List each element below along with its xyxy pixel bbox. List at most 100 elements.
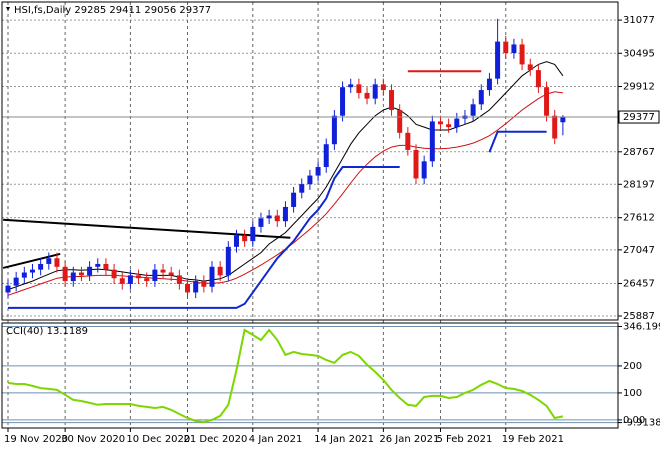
candle-body	[478, 90, 484, 105]
x-tick-label: 26 Jan 2021	[379, 434, 439, 445]
candle-body	[152, 269, 158, 282]
candle-body	[217, 266, 223, 276]
candle-body	[380, 84, 386, 91]
y-tick-label: 31077	[623, 15, 655, 26]
candle-body	[437, 121, 443, 125]
y-tick-label: 30495	[623, 48, 655, 59]
candle-body	[421, 161, 427, 179]
candle-body	[323, 144, 329, 168]
y-tick-label: 200	[623, 361, 642, 372]
candle-body	[21, 272, 27, 278]
y-tick-label: 25887	[623, 311, 655, 322]
indicator-line	[8, 166, 400, 309]
candle-body	[307, 175, 313, 185]
y-tick-label: 26457	[623, 279, 655, 290]
candle-body	[340, 87, 346, 116]
candle-body	[266, 215, 272, 219]
trend-line	[3, 218, 291, 239]
last-price-label: 29377	[623, 112, 655, 123]
candle-body	[258, 218, 264, 227]
candle-body	[274, 215, 280, 222]
y-tick-label: 0.00	[623, 415, 645, 426]
candle-body	[250, 226, 256, 242]
candle-body	[331, 115, 337, 145]
candle-body	[111, 269, 117, 279]
x-tick-label: 30 Nov 2020	[61, 434, 125, 445]
candle-body	[372, 84, 378, 99]
candle-body	[168, 272, 174, 276]
x-tick-label: 10 Dec 2020	[126, 434, 190, 445]
candle-body	[446, 124, 452, 128]
candle-body	[503, 41, 509, 54]
trend-line	[2, 252, 61, 269]
y-tick-label: 346.1991	[623, 321, 660, 332]
candle-body	[413, 149, 419, 179]
candle-body	[315, 167, 321, 176]
candle-body	[144, 278, 150, 282]
candle-body	[233, 235, 239, 247]
x-tick-label: 14 Jan 2021	[314, 434, 374, 445]
price-panel-frame	[1, 1, 619, 321]
candle-body	[193, 281, 199, 293]
candle-body	[282, 206, 288, 222]
candle-body	[127, 275, 133, 284]
candle-body	[535, 70, 541, 88]
candle-body	[62, 266, 68, 282]
x-tick-label: 19 Feb 2021	[502, 434, 564, 445]
candle-body	[78, 272, 84, 276]
candle-body	[225, 246, 231, 276]
y-tick-label: -9.9138	[623, 418, 660, 429]
last-price-box	[618, 110, 660, 124]
y-tick-label: 28767	[623, 147, 655, 158]
candle-body	[201, 281, 207, 287]
price-title: HSI,fs,Daily 29285 29411 29056 29377	[14, 5, 211, 16]
candle-body	[185, 283, 191, 293]
candle-body	[5, 285, 11, 293]
candle-body	[348, 84, 354, 88]
x-tick-label: 5 Feb 2021	[436, 434, 492, 445]
candle-body	[356, 84, 362, 93]
candle-body	[486, 78, 492, 91]
y-tick-label: 27047	[623, 245, 655, 256]
y-tick-label: 28197	[623, 179, 655, 190]
candle-body	[560, 117, 566, 123]
candle-body	[38, 263, 44, 270]
cci-panel-frame	[1, 322, 619, 429]
indicator-line	[488, 130, 547, 153]
y-tick-label: 100	[623, 388, 642, 399]
candle-body	[495, 41, 501, 79]
candle-body	[54, 258, 60, 267]
y-tick-label: 29912	[623, 82, 655, 93]
x-tick-label: 21 Dec 2020	[184, 434, 248, 445]
candle-body	[511, 44, 517, 54]
candle-body	[87, 266, 93, 276]
candle-body	[429, 121, 435, 162]
cci-title: CCI(40) 13.1189	[6, 326, 88, 337]
candle-body	[70, 272, 76, 282]
candle-body	[527, 64, 533, 71]
candle-body	[160, 269, 166, 273]
candle-body	[13, 277, 19, 286]
candle-body	[389, 90, 395, 111]
candle-body	[119, 278, 125, 284]
x-tick-label: 4 Jan 2021	[249, 434, 303, 445]
candle-body	[552, 115, 558, 139]
candle-body	[470, 104, 476, 116]
candle-body	[176, 275, 182, 284]
candle-body	[519, 44, 525, 65]
candle-body	[136, 275, 142, 279]
candle-body	[291, 192, 297, 207]
candle-body	[103, 263, 109, 270]
candle-body	[544, 87, 550, 116]
candle-body	[209, 266, 215, 287]
candle-body	[299, 184, 305, 193]
candle-body	[242, 235, 248, 242]
candle-body	[397, 110, 403, 133]
candle-body	[405, 132, 411, 150]
candle-body	[46, 258, 52, 264]
indicator-line	[7, 61, 564, 291]
y-tick-label: 27612	[623, 213, 655, 224]
